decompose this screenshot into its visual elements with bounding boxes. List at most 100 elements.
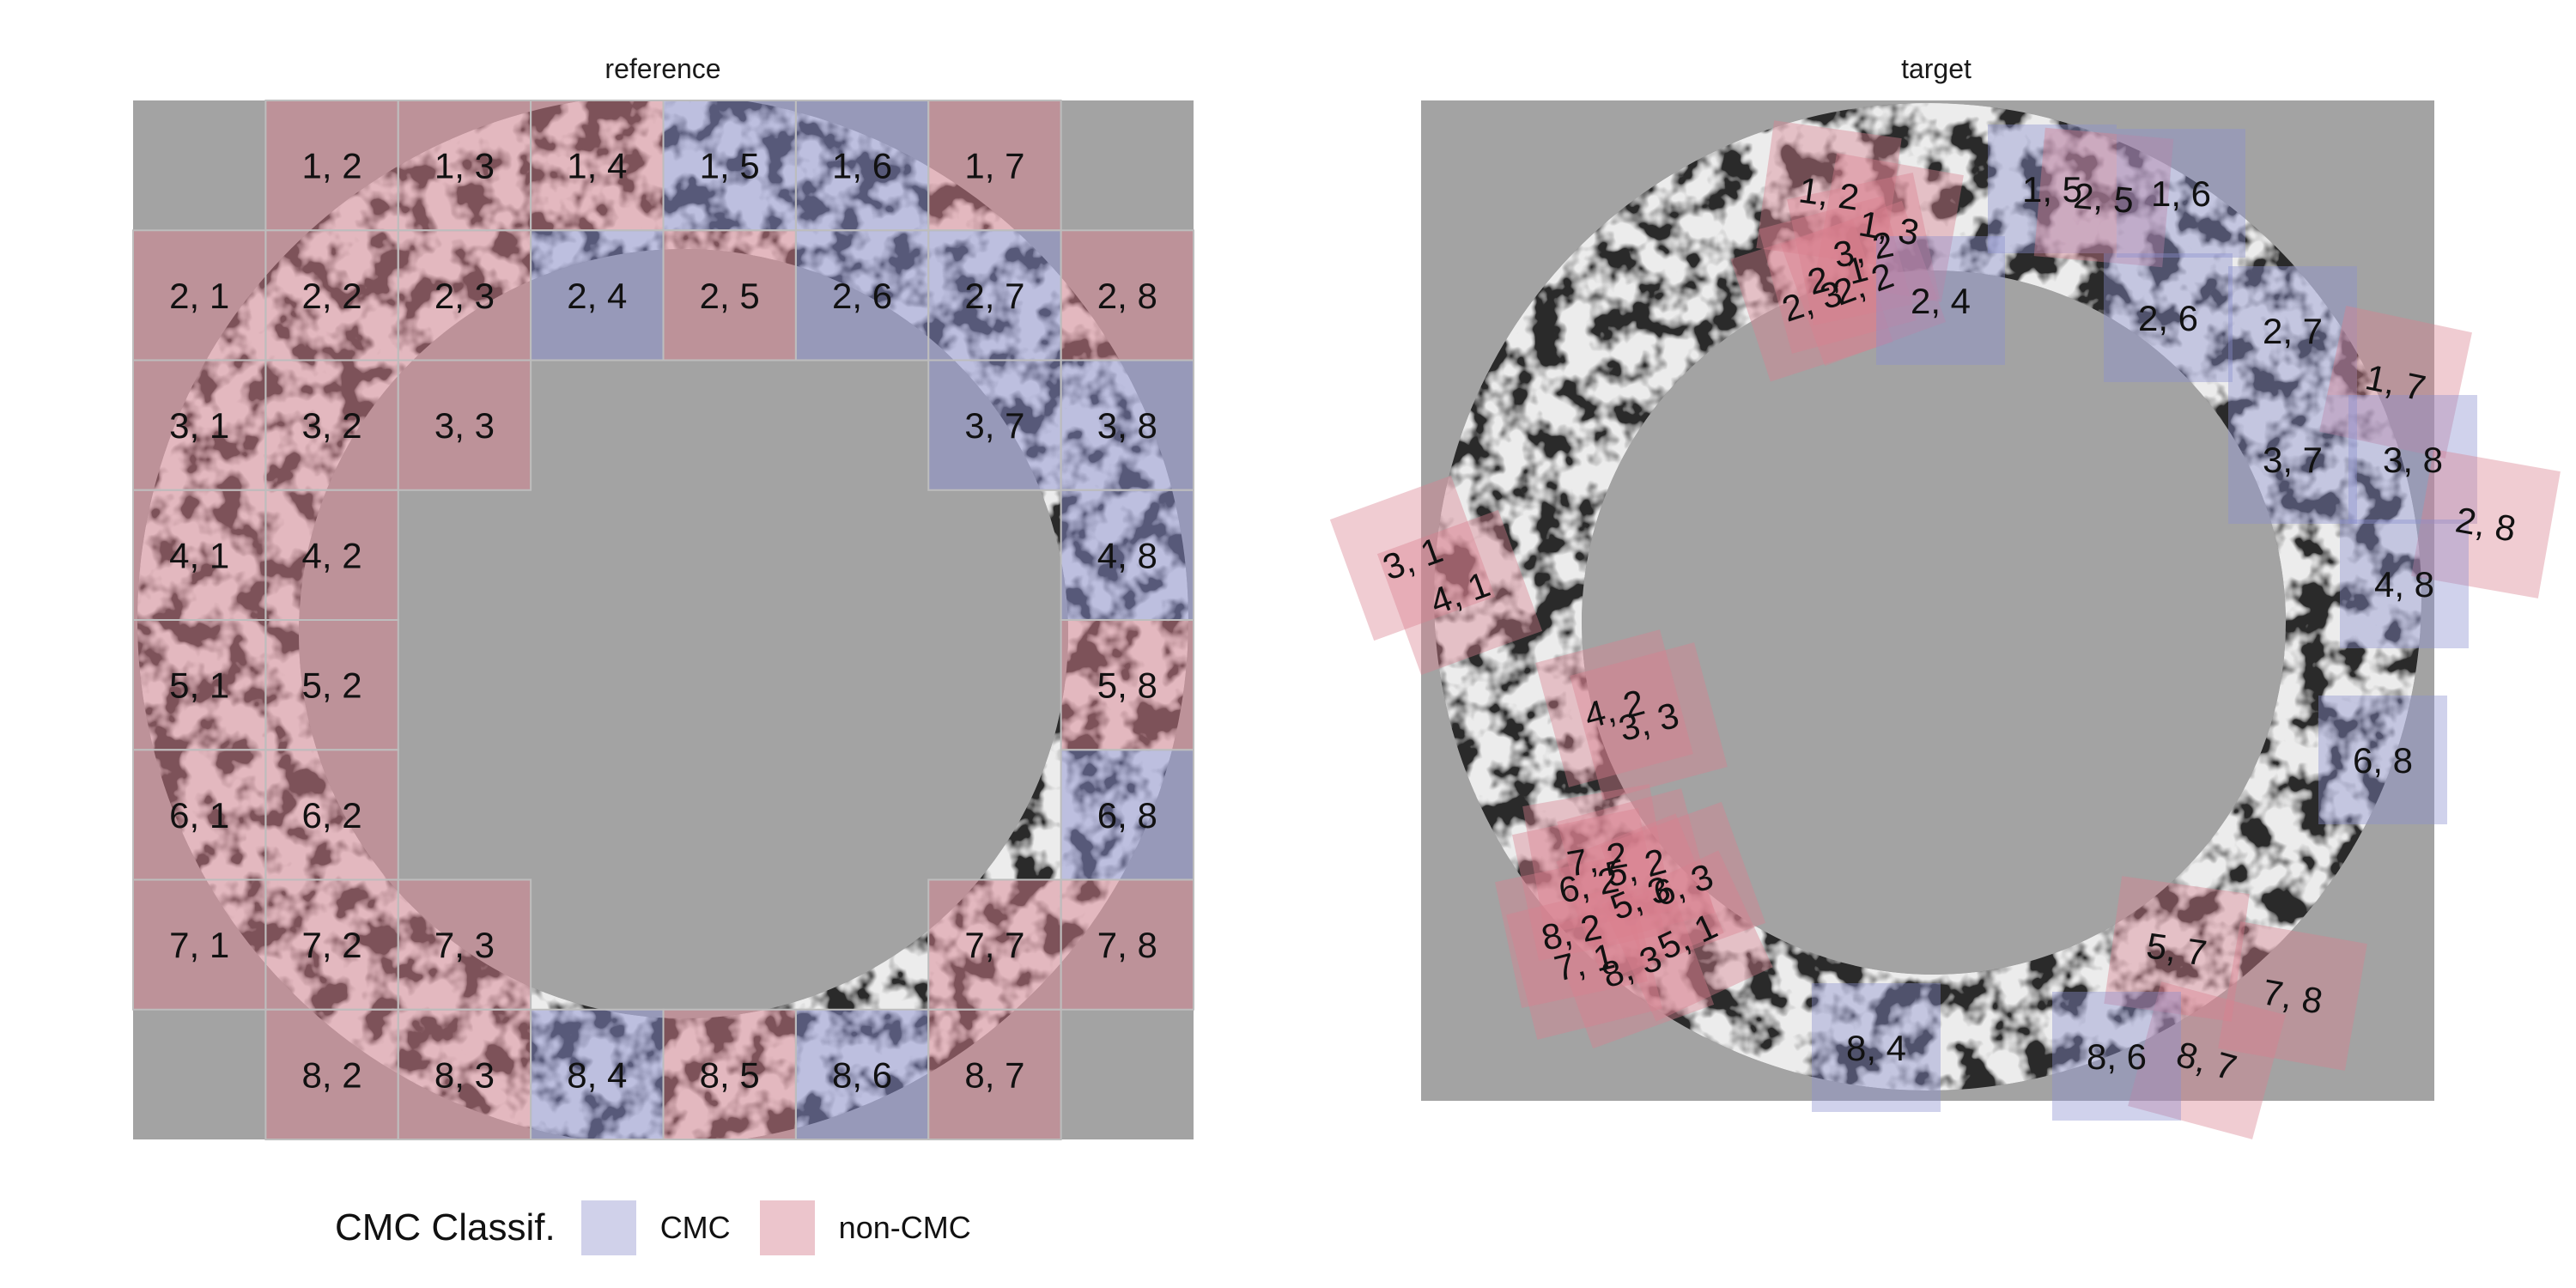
reference-cell-label: 5, 1 [169, 665, 229, 706]
reference-cell [264, 489, 399, 621]
reference-cell [264, 1008, 399, 1140]
reference-cell [662, 1008, 797, 1140]
reference-cell [794, 100, 930, 232]
reference-cell [397, 229, 532, 361]
reference-cell [397, 359, 532, 491]
legend: CMC Classif. CMC non-CMC [335, 1194, 1000, 1262]
reference-cell [264, 359, 399, 491]
reference-cell [264, 619, 399, 751]
legend-title: CMC Classif. [335, 1206, 556, 1249]
target-cell [2052, 992, 2181, 1121]
target-cell [1759, 196, 1917, 354]
target-cell [1506, 884, 1662, 1040]
reference-cell [662, 229, 797, 361]
target-cell [1522, 784, 1672, 933]
reference-cell-label: 7, 7 [964, 925, 1024, 965]
target-cell [1512, 808, 1665, 961]
reference-cell-label: 7, 1 [169, 925, 229, 965]
target-cell-label: 2, 5 [2072, 175, 2136, 221]
target-cell [2104, 876, 2250, 1022]
target-cell [2340, 519, 2469, 648]
reference-cell-label: 5, 2 [302, 665, 362, 706]
target-panel: target 1, 21, 33, 22, 12, 22, 3 2, 41, 52… [1329, 53, 2561, 1139]
target-cell [2411, 449, 2561, 598]
reference-cell-label: 1, 3 [434, 146, 495, 186]
target-cell [2033, 127, 2174, 268]
target-cell-label: 1, 6 [2151, 173, 2211, 214]
target-cell-label: 4, 8 [2374, 564, 2434, 605]
target-cell [1814, 153, 1964, 302]
reference-cell-label: 2, 4 [567, 276, 627, 316]
target-cell [1756, 120, 1902, 266]
reference-cell [264, 749, 399, 881]
reference-cell-label: 2, 8 [1097, 276, 1157, 316]
legend-label-noncmc: non-CMC [838, 1210, 971, 1245]
reference-cell-label: 7, 8 [1097, 925, 1157, 965]
target-cell [2117, 129, 2245, 258]
reference-cell [1060, 878, 1194, 1011]
reference-cell-label: 6, 1 [169, 795, 229, 835]
target-cell [2228, 266, 2357, 395]
target-cell [2228, 395, 2357, 524]
target-cell [1988, 125, 2117, 253]
target-cell [1780, 200, 1947, 367]
reference-cell [264, 100, 399, 232]
target-cell-label: 8, 6 [2087, 1036, 2147, 1077]
target-surface-ring [1434, 103, 2421, 1091]
target-cell-label: 3, 8 [2383, 440, 2443, 480]
reference-cell-label: 8, 7 [964, 1054, 1024, 1095]
target-cell-label: 6, 8 [2353, 740, 2413, 781]
reference-cell-label: 1, 7 [964, 146, 1024, 186]
reference-cell-label: 1, 5 [700, 146, 760, 186]
target-cell-label: 2, 4 [1911, 281, 1971, 321]
target-cell-label: 1, 5 [2022, 169, 2082, 210]
reference-cell-label: 2, 3 [434, 276, 495, 316]
target-cell-label: 2, 7 [2263, 311, 2323, 351]
reference-cell-label: 3, 3 [434, 405, 495, 446]
reference-cell [264, 878, 399, 1011]
target-cell [1601, 850, 1773, 1022]
reference-cell-label: 2, 5 [700, 276, 760, 316]
reference-cell-label: 1, 4 [567, 146, 627, 186]
reference-cell [927, 1008, 1062, 1140]
target-cell-label: 3, 7 [2263, 440, 2323, 480]
target-cell [2319, 306, 2472, 459]
reference-cell-label: 8, 5 [700, 1054, 760, 1095]
target-cell [1495, 855, 1648, 1008]
target-cell [1556, 813, 1724, 981]
reference-cell-label: 3, 7 [964, 405, 1024, 446]
reference-cell-label: 3, 1 [169, 405, 229, 446]
target-cell [2128, 981, 2286, 1139]
target-cell [2218, 921, 2367, 1071]
reference-cell-label: 8, 3 [434, 1054, 495, 1095]
target-cell-label: 1, 2 [1796, 169, 1862, 217]
target-cell [2348, 395, 2477, 524]
target-cell-label: 8, 4 [1846, 1028, 1906, 1068]
reference-cell-label: 2, 2 [302, 276, 362, 316]
reference-cell-label: 6, 8 [1097, 795, 1157, 835]
reference-cell [530, 1008, 665, 1140]
legend-label-cmc: CMC [659, 1210, 731, 1245]
reference-panel-title: reference [605, 53, 720, 84]
reference-cell [530, 100, 665, 232]
reference-cell-label: 4, 8 [1097, 535, 1157, 575]
target-cell-label: 2, 6 [2138, 298, 2198, 338]
target-cell [1570, 642, 1728, 800]
reference-cell-label: 1, 2 [302, 146, 362, 186]
target-cell [1600, 801, 1766, 968]
reference-panel: reference 1, 2 1, 3 1, 4 1, 5 1, 6 1, 7 2, 1 2,… [132, 53, 1194, 1140]
reference-cell-label: 7, 3 [434, 925, 495, 965]
reference-cell-label: 2, 6 [832, 276, 892, 316]
reference-cell [132, 619, 267, 751]
reference-cell-label: 7, 2 [302, 925, 362, 965]
target-cells: 1, 21, 33, 22, 12, 22, 3 2, 41, 52, 5 1, 6… [1329, 120, 2561, 1139]
target-cell [1730, 219, 1893, 382]
target-cell [1535, 629, 1693, 787]
legend-key-noncmc [759, 1200, 815, 1255]
reference-cell-label: 1, 6 [832, 146, 892, 186]
target-cell [1329, 475, 1496, 641]
reference-cell-label: 3, 2 [302, 405, 362, 446]
target-cell-label: 5, 7 [2144, 925, 2209, 973]
reference-cell [1060, 359, 1194, 491]
